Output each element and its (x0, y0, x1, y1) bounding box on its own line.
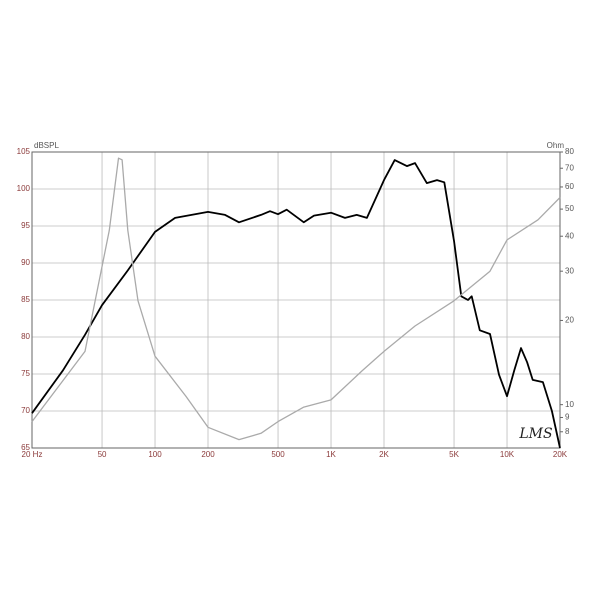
y2-tick-label: 70 (565, 163, 574, 172)
y2-tick-label: 9 (565, 413, 570, 422)
y2-tick-label: 50 (565, 204, 574, 213)
x-tick-label: 1K (326, 450, 336, 459)
y-tick-label: 65 (21, 443, 30, 452)
y2-tick-label: 20 (565, 316, 574, 325)
x-tick-label: 20K (553, 450, 568, 459)
x-tick-label: 200 (201, 450, 215, 459)
y2-axis-label: Ohm (547, 141, 565, 150)
x-tick-label: 20 Hz (22, 450, 43, 459)
x-tick-label: 2K (379, 450, 389, 459)
plot-frame (31, 151, 561, 449)
y2-tick-label: 8 (565, 427, 570, 436)
y2-tick-label: 30 (565, 266, 574, 275)
y-tick-label: 80 (21, 332, 30, 341)
x-tick-label: 100 (148, 450, 162, 459)
y-tick-label: 85 (21, 295, 30, 304)
series-line (31, 159, 561, 449)
y2-tick-label: 40 (565, 231, 574, 240)
x-tick-label: 10K (500, 450, 515, 459)
y2-tick-label: 60 (565, 182, 574, 191)
y-axis-label: dBSPL (34, 141, 59, 150)
x-tick-label: 50 (98, 450, 107, 459)
y-tick-label: 90 (21, 258, 30, 267)
x-tick-label: 5K (449, 450, 459, 459)
y-tick-label: 100 (17, 184, 31, 193)
y-tick-label: 105 (17, 147, 31, 156)
y-tick-label: 70 (21, 406, 30, 415)
y2-tick-label: 10 (565, 400, 574, 409)
series-line (31, 157, 561, 441)
y-tick-label: 75 (21, 369, 30, 378)
y2-tick-label: 80 (565, 147, 574, 156)
x-tick-label: 500 (271, 450, 285, 459)
y-tick-label: 95 (21, 221, 30, 230)
signature: LMS (518, 426, 552, 442)
